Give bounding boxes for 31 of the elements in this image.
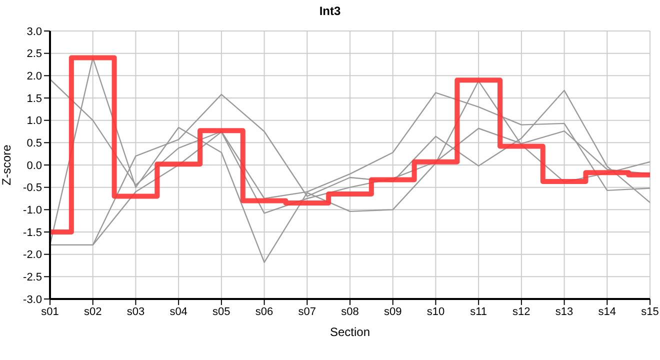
y-tick-label: 1.5 [26,92,42,105]
x-tick-label: s11 [470,306,488,318]
x-tick-label: s12 [512,306,530,318]
y-tick-label: -2.5 [23,272,42,284]
y-tick-label: 1.0 [26,115,42,128]
x-tick-label: s08 [341,306,359,318]
x-tick-label: s13 [555,306,574,318]
y-tick-label: 2.0 [26,70,42,83]
x-tick-label: s10 [426,306,445,318]
x-tick-label: s03 [126,306,145,318]
x-tick-label: s06 [255,306,274,318]
y-tick-label: 0.0 [26,160,42,172]
chart-title: Int3 [318,4,342,18]
y-tick-label: 0.5 [26,138,42,150]
y-tick-label: -1.5 [23,226,42,239]
x-tick-label: s02 [84,306,102,318]
y-axis-title: Z-score [0,144,14,186]
x-tick-label: s15 [641,306,659,318]
y-tick-label: -2.0 [23,249,42,262]
x-tick-label: s01 [41,306,59,318]
x-tick-label: s07 [298,306,316,318]
x-tick-label: s09 [384,306,402,318]
y-tick-label: -3.0 [23,294,42,306]
y-tick-label: -0.5 [23,182,42,194]
x-tick-label: s14 [598,306,616,318]
x-tick-label: s05 [212,306,230,318]
y-tick-label: 2.5 [26,48,42,60]
x-tick-label: s04 [170,306,188,318]
y-tick-label: -1.0 [23,204,42,217]
x-axis-title: Section [330,325,370,339]
y-tick-label: 3.0 [26,26,42,38]
